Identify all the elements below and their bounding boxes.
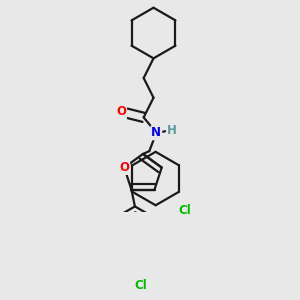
Text: Cl: Cl: [178, 204, 191, 217]
Text: Cl: Cl: [134, 279, 147, 292]
Text: O: O: [119, 161, 129, 174]
Text: N: N: [151, 126, 161, 140]
Text: H: H: [167, 124, 177, 136]
Text: O: O: [116, 105, 126, 118]
